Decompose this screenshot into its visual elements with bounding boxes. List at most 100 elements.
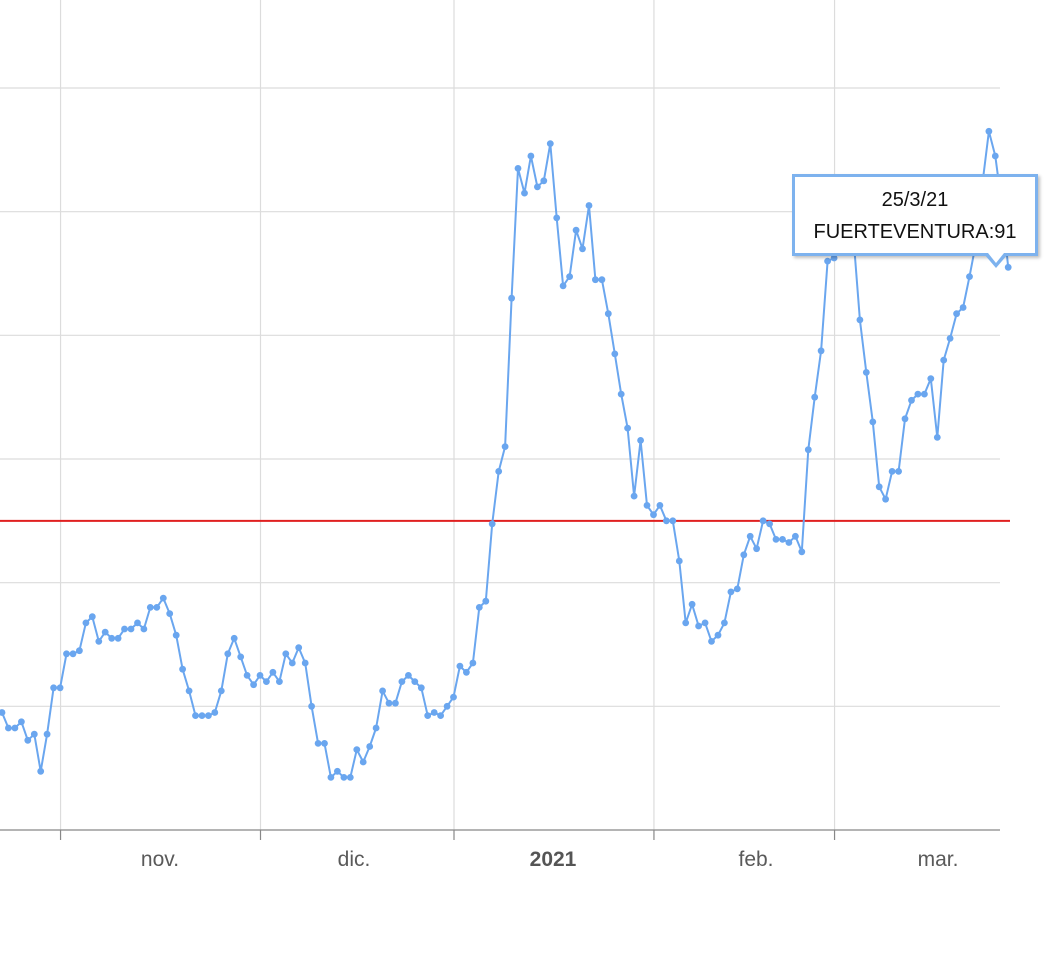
data-point[interactable]	[495, 468, 503, 475]
data-point[interactable]	[985, 127, 993, 135]
data-point[interactable]	[811, 393, 819, 401]
data-point[interactable]	[456, 662, 464, 670]
data-point[interactable]	[108, 634, 116, 642]
data-point[interactable]	[321, 740, 328, 747]
data-point[interactable]	[501, 443, 509, 450]
data-point[interactable]	[688, 600, 696, 608]
data-point[interactable]	[411, 678, 419, 685]
data-point[interactable]	[353, 746, 361, 753]
data-point[interactable]	[746, 532, 754, 540]
data-point[interactable]	[630, 492, 638, 500]
data-point[interactable]	[772, 536, 780, 543]
data-point[interactable]	[69, 650, 77, 658]
data-point[interactable]	[527, 152, 535, 160]
data-point[interactable]	[308, 702, 315, 710]
data-point[interactable]	[205, 712, 212, 719]
data-point[interactable]	[753, 545, 760, 553]
data-point[interactable]	[940, 356, 948, 364]
data-point[interactable]	[172, 631, 180, 639]
data-point[interactable]	[656, 502, 664, 509]
data-point[interactable]	[875, 483, 883, 491]
data-point[interactable]	[817, 347, 825, 355]
data-point[interactable]	[663, 517, 670, 525]
data-point[interactable]	[76, 647, 83, 655]
data-point[interactable]	[475, 604, 483, 611]
data-point[interactable]	[101, 628, 109, 636]
data-point[interactable]	[604, 310, 612, 318]
data-point[interactable]	[559, 282, 567, 290]
data-point[interactable]	[269, 668, 277, 676]
data-point[interactable]	[417, 684, 425, 692]
data-point[interactable]	[779, 536, 786, 543]
data-point[interactable]	[24, 736, 32, 744]
data-point[interactable]	[540, 177, 548, 185]
data-point[interactable]	[217, 687, 225, 695]
data-point[interactable]	[63, 650, 70, 658]
data-point[interactable]	[908, 396, 915, 404]
data-point[interactable]	[185, 687, 193, 695]
data-point[interactable]	[740, 551, 748, 559]
data-point[interactable]	[804, 446, 812, 454]
data-point[interactable]	[882, 495, 889, 503]
data-point[interactable]	[766, 520, 773, 528]
series-layer[interactable]	[0, 127, 1012, 781]
data-point[interactable]	[179, 665, 187, 673]
data-point[interactable]	[798, 548, 806, 556]
data-point[interactable]	[611, 350, 619, 358]
data-point[interactable]	[921, 390, 928, 398]
data-point[interactable]	[553, 214, 561, 222]
data-point[interactable]	[534, 183, 541, 191]
data-point[interactable]	[650, 511, 657, 519]
data-point[interactable]	[514, 165, 522, 172]
data-point[interactable]	[856, 316, 864, 324]
data-point[interactable]	[669, 517, 677, 525]
data-point[interactable]	[340, 774, 348, 781]
data-point[interactable]	[327, 774, 335, 781]
data-point[interactable]	[166, 610, 174, 617]
data-point[interactable]	[508, 294, 515, 302]
data-point[interactable]	[830, 254, 838, 262]
data-point[interactable]	[224, 650, 232, 658]
data-point[interactable]	[359, 758, 367, 766]
data-point[interactable]	[946, 335, 954, 342]
data-point[interactable]	[546, 140, 554, 148]
data-point[interactable]	[643, 502, 651, 509]
data-point[interactable]	[469, 659, 477, 667]
data-point[interactable]	[146, 604, 154, 611]
data-point[interactable]	[379, 687, 386, 695]
data-point[interactable]	[488, 520, 496, 528]
data-point[interactable]	[443, 702, 451, 710]
data-point[interactable]	[424, 712, 432, 719]
data-point[interactable]	[0, 709, 6, 716]
data-point[interactable]	[862, 369, 870, 376]
data-point[interactable]	[682, 619, 690, 627]
data-point[interactable]	[314, 740, 322, 747]
data-point[interactable]	[927, 375, 935, 382]
data-point[interactable]	[30, 730, 38, 738]
data-point[interactable]	[211, 709, 219, 716]
data-point[interactable]	[953, 310, 960, 318]
data-point[interactable]	[695, 622, 702, 630]
data-point[interactable]	[675, 557, 683, 565]
data-point[interactable]	[966, 273, 973, 280]
data-point[interactable]	[521, 189, 528, 197]
data-point[interactable]	[250, 681, 257, 689]
data-point[interactable]	[895, 468, 902, 475]
data-point[interactable]	[598, 276, 606, 284]
data-point[interactable]	[276, 678, 283, 685]
data-point[interactable]	[50, 684, 57, 692]
data-point[interactable]	[785, 539, 793, 546]
data-point[interactable]	[134, 619, 141, 627]
data-point[interactable]	[450, 693, 457, 701]
data-point[interactable]	[230, 634, 238, 642]
data-point[interactable]	[733, 585, 741, 593]
data-point[interactable]	[346, 774, 354, 781]
data-point[interactable]	[566, 273, 573, 280]
data-point[interactable]	[901, 415, 909, 423]
data-point[interactable]	[95, 638, 103, 645]
data-point[interactable]	[114, 634, 122, 642]
data-point[interactable]	[592, 276, 599, 284]
data-point[interactable]	[385, 699, 393, 707]
data-point[interactable]	[482, 597, 490, 605]
data-point[interactable]	[334, 767, 341, 775]
